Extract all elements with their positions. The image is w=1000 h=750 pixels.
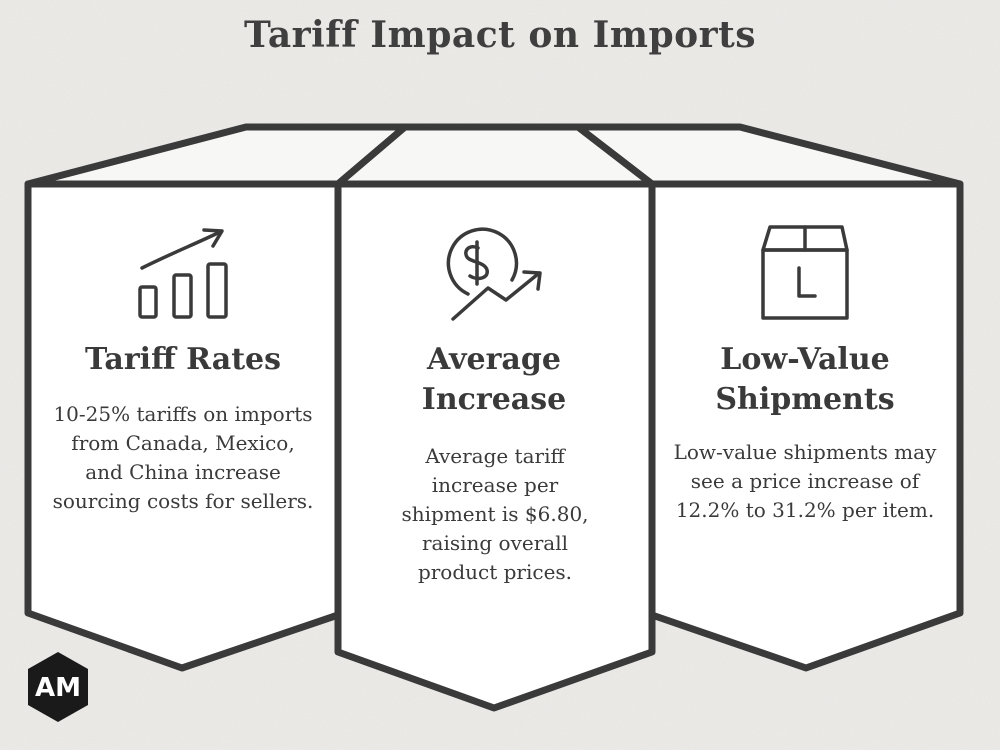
growth-chart-icon <box>138 228 228 319</box>
panel-2-body-wrap: Average tariff increase per shipment is … <box>398 442 592 587</box>
panel-2-heading: Average Increase <box>421 342 567 417</box>
panel-low-value-shipments <box>574 123 964 672</box>
dollar-trend-icon <box>446 227 542 321</box>
panel-2-text: Average Increase <box>408 340 580 420</box>
panel-3-text: Low-Value Shipments <box>690 340 920 420</box>
panel-1-heading: Tariff Rates <box>84 342 282 377</box>
panel-3-heading: Low-Value Shipments <box>715 342 895 417</box>
panel-tariff-rates <box>24 123 409 672</box>
panel-average-increase <box>334 123 656 712</box>
panel-1-body: 10-25% tariffs on imports from Canada, M… <box>52 402 314 513</box>
panel-3-body: Low-value shipments may see a price incr… <box>673 440 937 522</box>
logo-text: AM <box>35 673 81 703</box>
panel-1-text: Tariff Rates 10-25% tariffs on imports f… <box>50 340 316 516</box>
am-logo-icon: AM <box>28 652 88 722</box>
page-title: Tariff Impact on Imports <box>243 14 757 56</box>
panel-3-body-wrap: Low-value shipments may see a price incr… <box>672 438 938 525</box>
package-box-icon <box>761 225 849 320</box>
panel-2-body: Average tariff increase per shipment is … <box>401 444 589 584</box>
